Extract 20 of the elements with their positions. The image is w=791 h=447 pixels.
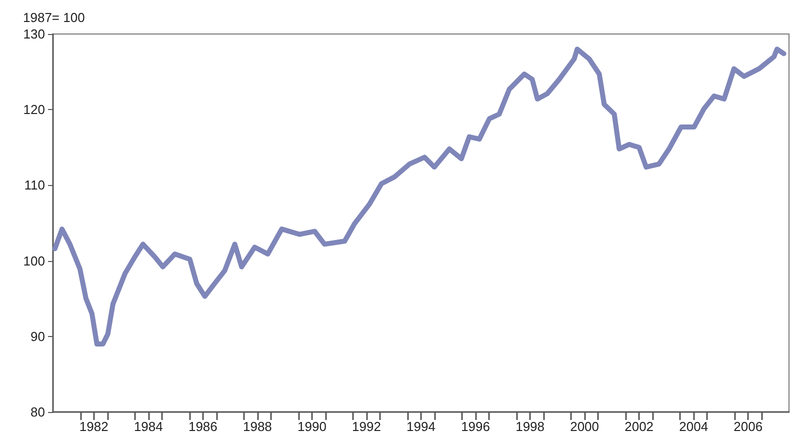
x-tick-label: 1988 xyxy=(242,419,272,434)
x-tick-label: 1994 xyxy=(406,419,436,434)
y-tick-label: 130 xyxy=(23,26,45,42)
x-tick-label: 1996 xyxy=(461,419,490,434)
x-tick-label: 2004 xyxy=(679,419,708,434)
y-tick-label: 90 xyxy=(30,328,45,344)
y-tick-label: 110 xyxy=(24,178,45,193)
y-tick-label: 100 xyxy=(23,253,45,268)
y-tick-label: 120 xyxy=(23,102,45,118)
x-tick-label: 2000 xyxy=(570,419,600,434)
x-tick-label: 1984 xyxy=(134,419,163,434)
x-tick-label: 1992 xyxy=(352,419,381,434)
x-tick-label: 1982 xyxy=(79,419,108,434)
y-tick-label: 80 xyxy=(30,404,45,420)
x-tick-label: 2002 xyxy=(624,419,654,434)
x-tick-label: 1986 xyxy=(188,419,218,434)
x-tick-label: 1990 xyxy=(298,419,326,434)
x-tick-label: 1998 xyxy=(516,419,544,434)
x-tick-label: 2006 xyxy=(734,419,763,434)
y-axis-title: 1987= 100 xyxy=(23,10,85,25)
